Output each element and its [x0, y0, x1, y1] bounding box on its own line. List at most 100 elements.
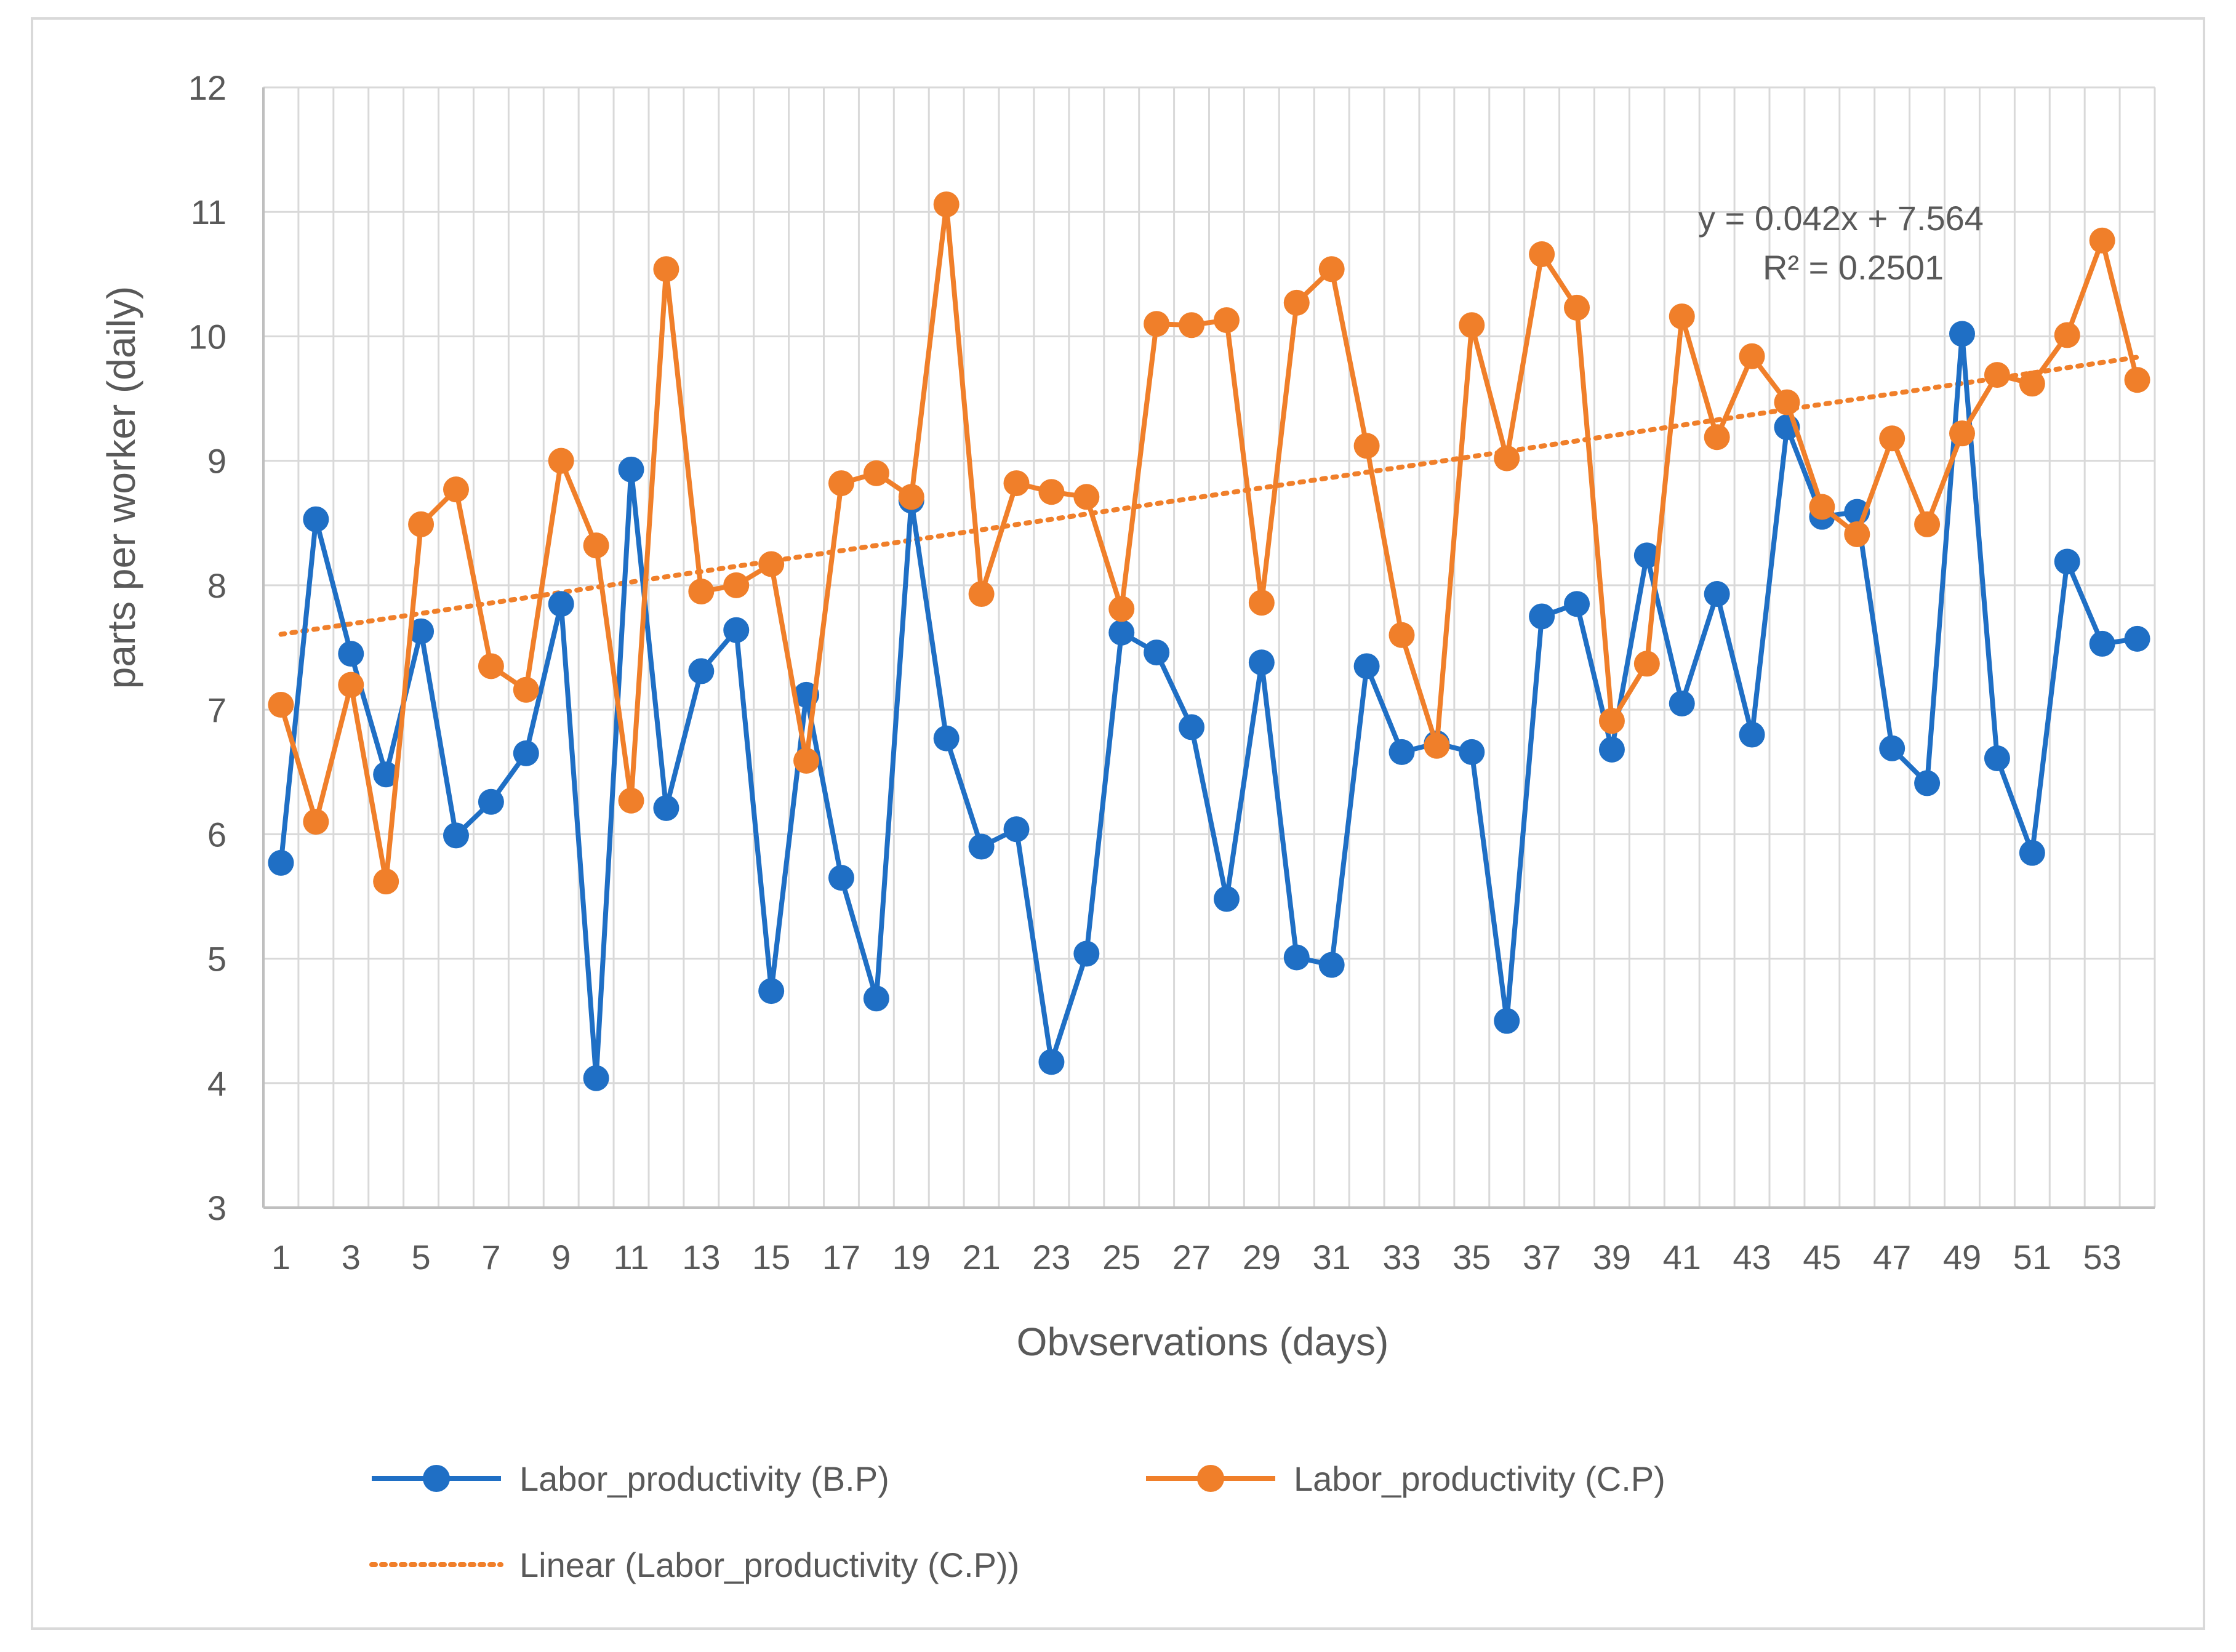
x-tick-label: 1	[271, 1238, 291, 1277]
y-tick-label: 12	[188, 68, 226, 107]
data-point	[1844, 521, 1870, 547]
data-point	[1598, 708, 1625, 734]
x-tick-label: 15	[752, 1238, 790, 1277]
x-tick-label: 5	[412, 1238, 431, 1277]
data-point	[1704, 581, 1730, 607]
data-point	[1283, 944, 1310, 971]
legend-entry-cp[interactable]: Labor_productivity (C.P)	[1146, 1459, 1665, 1498]
data-point	[1494, 1008, 1520, 1034]
x-tick-label: 37	[1523, 1238, 1561, 1277]
data-point	[828, 470, 854, 497]
data-point	[1459, 312, 1485, 339]
data-point	[758, 551, 785, 577]
data-point	[2089, 227, 2115, 254]
y-tick-label: 7	[207, 691, 226, 729]
legend-entry-bp[interactable]: Labor_productivity (B.P)	[372, 1459, 889, 1498]
data-point	[268, 692, 294, 718]
data-point	[1038, 479, 1065, 505]
data-point	[1248, 590, 1275, 616]
data-point	[2019, 371, 2045, 397]
y-tick-label: 6	[207, 815, 226, 854]
y-tick-label: 9	[207, 442, 226, 481]
y-tick-label: 4	[207, 1064, 226, 1103]
x-tick-label: 3	[342, 1238, 361, 1277]
data-point	[1213, 307, 1240, 334]
data-point	[2124, 367, 2150, 393]
data-point	[2124, 625, 2150, 652]
series-lines	[268, 191, 2150, 1091]
x-tick-label: 27	[1172, 1238, 1211, 1277]
series-cp	[268, 191, 2150, 895]
data-point	[2019, 840, 2045, 866]
data-point	[1144, 311, 1170, 337]
x-tick-label: 29	[1243, 1238, 1281, 1277]
data-point	[2089, 630, 2115, 657]
data-point	[1459, 739, 1485, 765]
data-point	[478, 653, 504, 680]
legend-entry-trend[interactable]: Linear (Labor_productivity (C.P))	[369, 1546, 1019, 1584]
x-tick-label: 31	[1313, 1238, 1351, 1277]
chart-frame: 3 4 5 6 7 8 9 10 11 12 1 3 5 7 9 11 13 15 17 19 21 23 25 27 29 3…	[31, 17, 2205, 1630]
data-point	[1669, 303, 1695, 330]
data-point	[443, 822, 469, 849]
x-tick-label: 7	[481, 1238, 500, 1277]
data-point	[1984, 745, 2010, 771]
data-point	[1494, 445, 1520, 471]
x-tick-label: 51	[2013, 1238, 2051, 1277]
data-point	[2054, 548, 2080, 575]
data-point	[863, 985, 889, 1012]
data-point	[513, 676, 539, 703]
data-point	[1318, 952, 1345, 978]
data-point	[723, 617, 750, 643]
data-point	[1179, 714, 1205, 740]
y-tick-labels: 3 4 5 6 7 8 9 10 11 12	[188, 68, 226, 1227]
data-point	[1809, 494, 1835, 520]
data-point	[1353, 433, 1380, 459]
data-point	[1318, 256, 1345, 283]
trendline	[278, 355, 2140, 637]
legend-label-trend: Linear (Labor_productivity (C.P))	[519, 1546, 1019, 1584]
x-tick-label: 49	[1943, 1238, 1981, 1277]
data-point	[1598, 736, 1625, 763]
x-tick-label: 53	[2083, 1238, 2121, 1277]
data-point	[1179, 312, 1205, 339]
legend-label-cp: Labor_productivity (C.P)	[1294, 1459, 1665, 1498]
x-tick-label: 25	[1102, 1238, 1140, 1277]
x-tick-label: 41	[1663, 1238, 1701, 1277]
data-point	[688, 579, 715, 604]
data-point	[1388, 739, 1415, 765]
data-point	[1038, 1049, 1065, 1075]
series-bp	[268, 321, 2150, 1091]
data-point	[1108, 619, 1135, 646]
data-point	[1003, 816, 1030, 843]
data-point	[758, 978, 785, 1004]
y-tick-label: 10	[188, 317, 226, 356]
data-point	[1739, 721, 1765, 748]
y-tick-label: 11	[191, 193, 226, 231]
legend-label-bp: Labor_productivity (B.P)	[519, 1459, 889, 1498]
data-point	[408, 511, 435, 537]
data-point	[373, 761, 399, 788]
x-tick-label: 13	[682, 1238, 720, 1277]
data-point	[1144, 640, 1170, 666]
data-point	[688, 658, 715, 684]
grid	[262, 86, 2156, 1209]
data-point	[1353, 653, 1380, 680]
data-point	[1248, 649, 1275, 676]
data-point	[933, 191, 960, 218]
trendline-r2: R² = 0.2501	[1763, 248, 1944, 287]
data-point	[1739, 343, 1765, 369]
data-point	[1914, 770, 1941, 796]
trendline-equation: y = 0.042x + 7.564	[1698, 199, 1984, 238]
x-tick-labels: 1 3 5 7 9 11 13 15 17 19 21 23 25 27 29 31 33 35 37 39 41 43 4…	[271, 1238, 2122, 1277]
data-point	[583, 532, 609, 559]
data-point	[443, 476, 469, 503]
data-point	[1003, 470, 1030, 497]
x-axis-label: Obvservations (days)	[1017, 1320, 1389, 1364]
data-point	[1529, 603, 1555, 630]
data-point	[548, 591, 574, 617]
data-point	[968, 581, 995, 607]
data-point	[478, 788, 504, 815]
x-tick-label: 47	[1873, 1238, 1911, 1277]
data-point	[1564, 591, 1590, 617]
